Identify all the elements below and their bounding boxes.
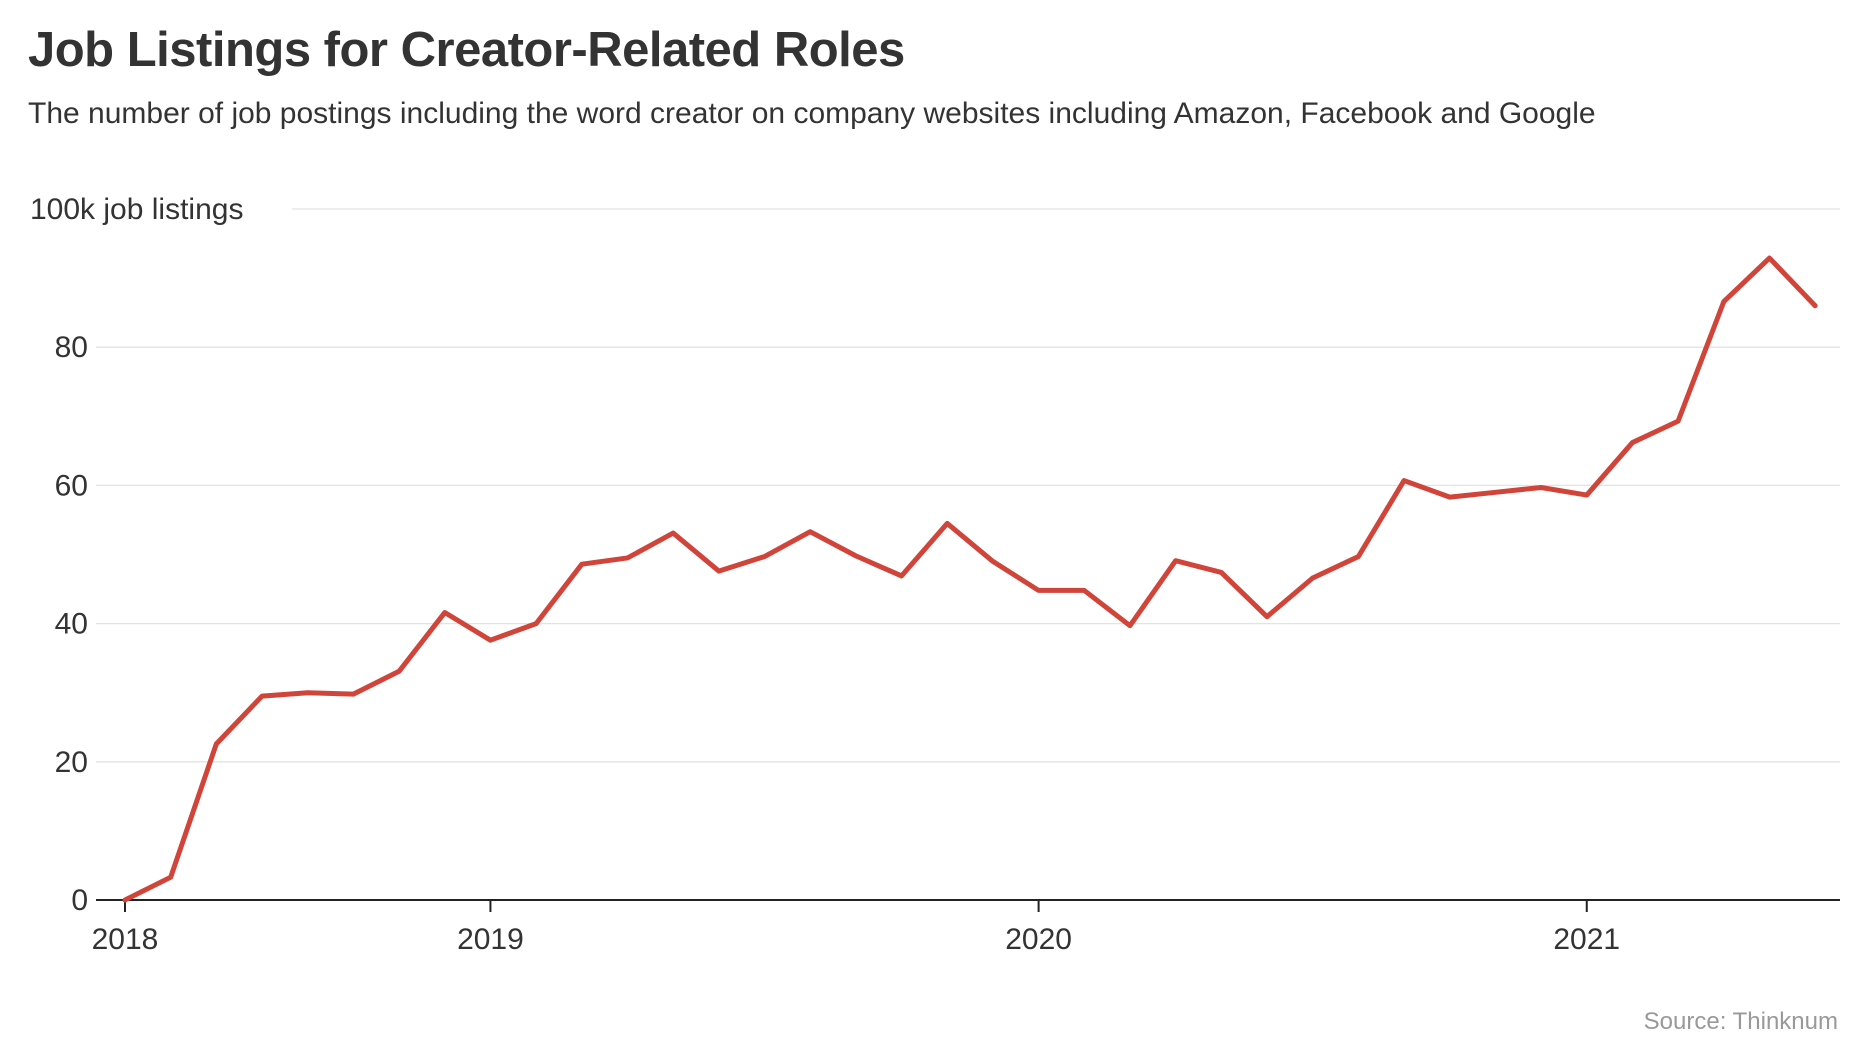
chart-subtitle: The number of job postings including the… (28, 97, 1596, 130)
x-tick-label: 2019 (457, 923, 524, 956)
y-tick-label: 60 (55, 469, 88, 502)
y-tick-label: 80 (55, 331, 88, 364)
x-tick-label: 2020 (1005, 923, 1072, 956)
y-axis-label: 100k job listings (30, 193, 243, 226)
x-tick-label: 2021 (1553, 923, 1620, 956)
series-line (122, 255, 1818, 903)
chart-title: Job Listings for Creator-Related Roles (28, 23, 905, 77)
y-tick-label: 0 (71, 884, 88, 917)
source-note: Source: Thinknum (1643, 1008, 1838, 1035)
x-tick-label: 2018 (92, 923, 159, 956)
y-tick-label: 20 (55, 746, 88, 779)
y-tick-label: 40 (55, 608, 88, 641)
